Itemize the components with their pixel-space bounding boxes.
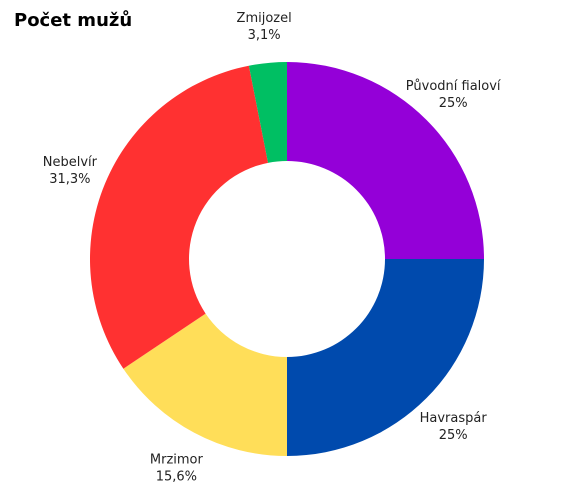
slice-category-label: Zmijozel [237, 11, 292, 26]
slice-label-group-4: Nebelvír 31,3% [43, 155, 98, 187]
slice-value-label: 25% [439, 428, 468, 443]
slice-label-group-2: Havraspár 25% [420, 411, 488, 443]
slice-value-label: 25% [439, 96, 468, 111]
slice-1 [287, 62, 484, 259]
slice-value-label: 31,3% [49, 172, 90, 187]
slice-value-label: 3,1% [248, 28, 281, 43]
slice-label-group-1: Původní fialoví 25% [406, 79, 501, 111]
slice-category-label: Původní fialoví [406, 79, 501, 94]
slice-category-label: Havraspár [420, 411, 488, 426]
slice-label-group-5: Zmijozel 3,1% [237, 11, 292, 43]
slice-5 [248, 62, 287, 163]
chart-title: Počet mužů [14, 10, 133, 31]
slice-category-label: Mrzimor [150, 452, 204, 467]
slice-value-label: 15,6% [156, 469, 197, 484]
slice-3 [123, 313, 287, 456]
slice-4 [90, 65, 269, 369]
slice-category-label: Nebelvír [43, 155, 98, 170]
slice-2 [287, 259, 484, 456]
slice-label-group-3: Mrzimor 15,6% [150, 452, 204, 484]
